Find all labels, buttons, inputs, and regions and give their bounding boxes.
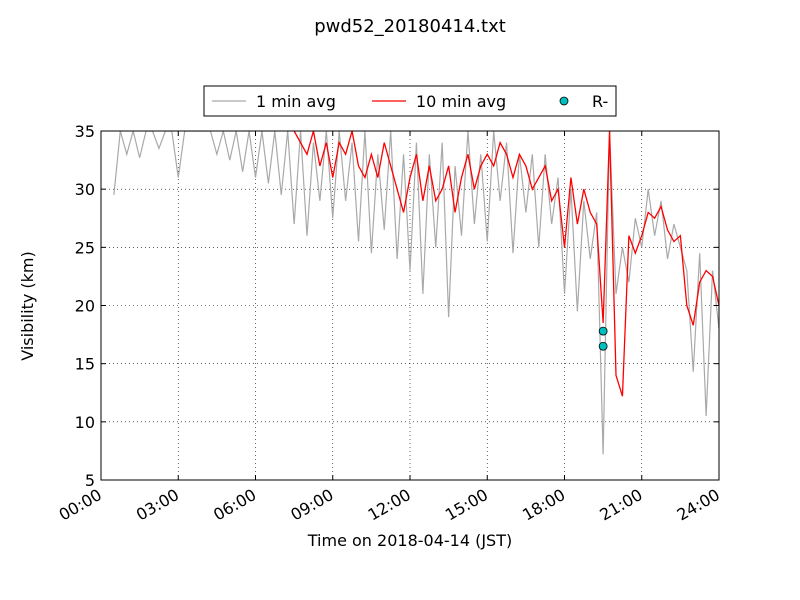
legend-label: 1 min avg <box>256 92 336 111</box>
y-tick-label: 20 <box>75 297 95 316</box>
y-tick-label: 5 <box>85 471 95 490</box>
x-tick-label: 21:00 <box>596 485 645 525</box>
x-axis-label: Time on 2018-04-14 (JST) <box>307 531 512 550</box>
x-tick-label: 24:00 <box>674 485 723 525</box>
data-point <box>598 341 608 351</box>
x-tick-label: 18:00 <box>519 485 568 525</box>
chart-title: pwd52_20180414.txt <box>314 16 506 37</box>
y-tick-label: 25 <box>75 238 95 257</box>
axes: 5 10 15 20 25 30 35 00:00 03:00 06:00 09:00 12:00 15… <box>56 122 723 525</box>
x-tick-label: 00:00 <box>56 485 105 525</box>
y-tick-label: 30 <box>75 180 95 199</box>
x-tick-label: 06:00 <box>210 485 259 525</box>
series-line <box>113 131 719 455</box>
legend-marker <box>559 96 569 106</box>
x-tick-label: 15:00 <box>442 485 491 525</box>
legend-box <box>203 85 617 117</box>
data-point <box>598 326 608 336</box>
series-line <box>293 131 719 397</box>
plot-area <box>113 131 719 455</box>
x-tick-label: 12:00 <box>365 485 414 525</box>
y-tick-label: 35 <box>75 122 95 141</box>
y-tick-label: 10 <box>75 413 95 432</box>
y-tick-label: 15 <box>75 355 95 374</box>
legend-label: 10 min avg <box>416 92 506 111</box>
x-tick-label: 09:00 <box>287 485 336 525</box>
x-tick-label: 03:00 <box>133 485 182 525</box>
legend-label: R- <box>592 92 608 111</box>
legend: 1 min avg 10 min avg R- <box>203 85 617 117</box>
y-axis-label: Visibility (km) <box>18 251 37 360</box>
